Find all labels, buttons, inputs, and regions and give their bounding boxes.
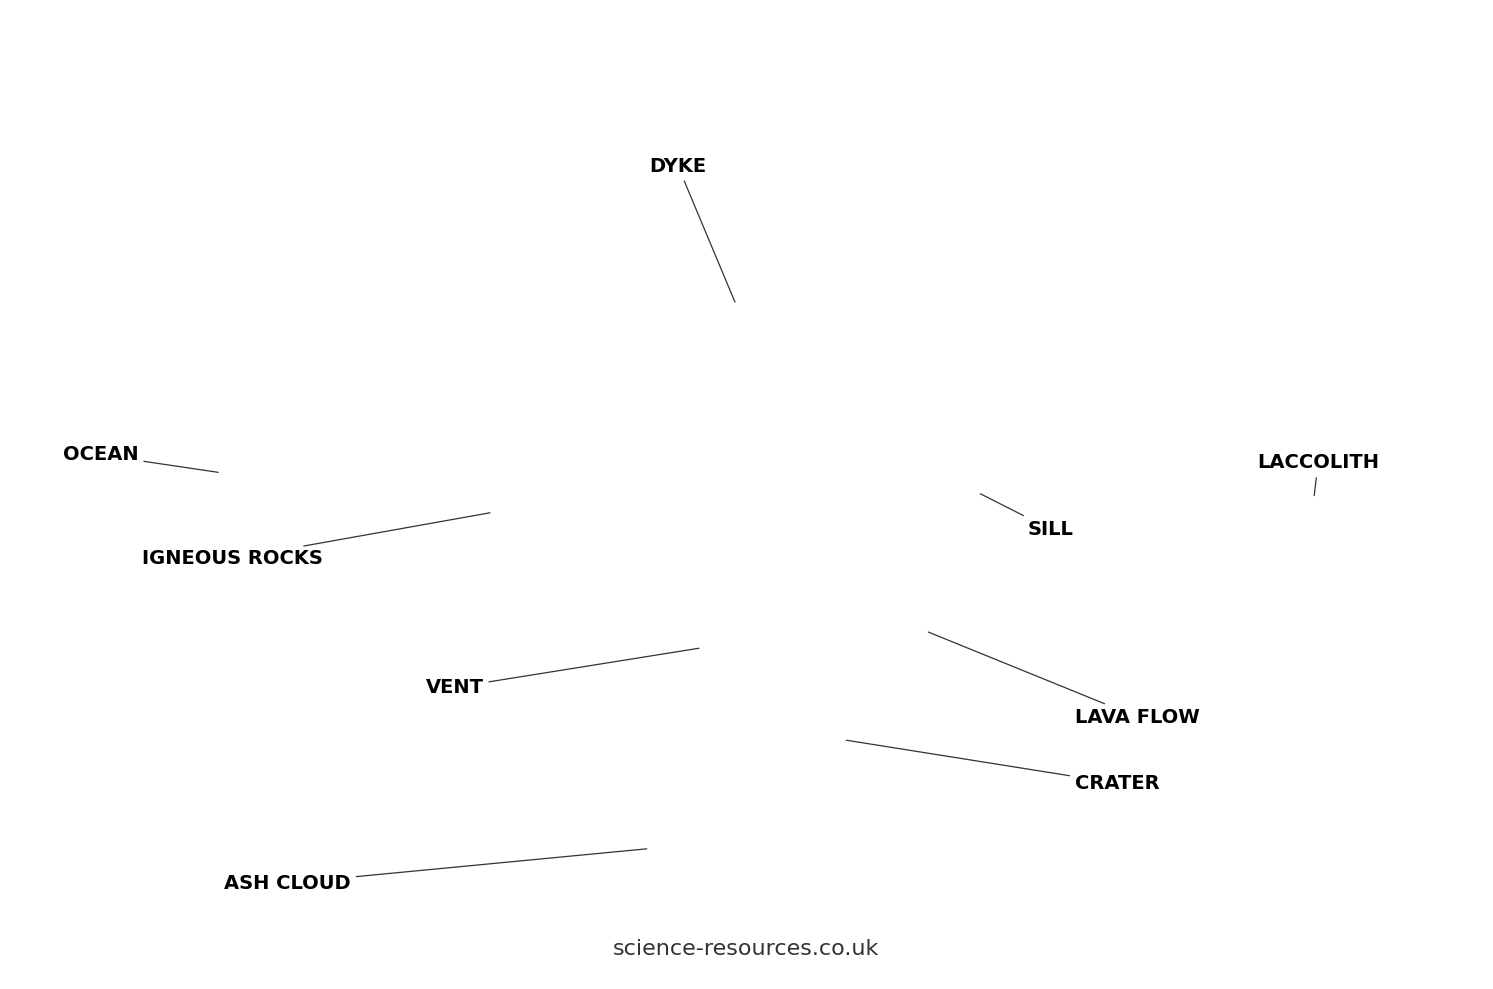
Text: science-resources.co.uk: science-resources.co.uk bbox=[614, 940, 879, 959]
Text: CRATER: CRATER bbox=[847, 740, 1160, 793]
Text: SILL: SILL bbox=[981, 494, 1073, 539]
Text: VENT: VENT bbox=[426, 648, 699, 697]
Text: ASH CLOUD: ASH CLOUD bbox=[224, 849, 646, 893]
Text: IGNEOUS ROCKS: IGNEOUS ROCKS bbox=[142, 512, 490, 569]
Text: DYKE: DYKE bbox=[649, 156, 735, 302]
Text: LAVA FLOW: LAVA FLOW bbox=[929, 632, 1200, 727]
Text: OCEAN: OCEAN bbox=[63, 445, 218, 473]
Text: LACCOLITH: LACCOLITH bbox=[1257, 453, 1380, 495]
